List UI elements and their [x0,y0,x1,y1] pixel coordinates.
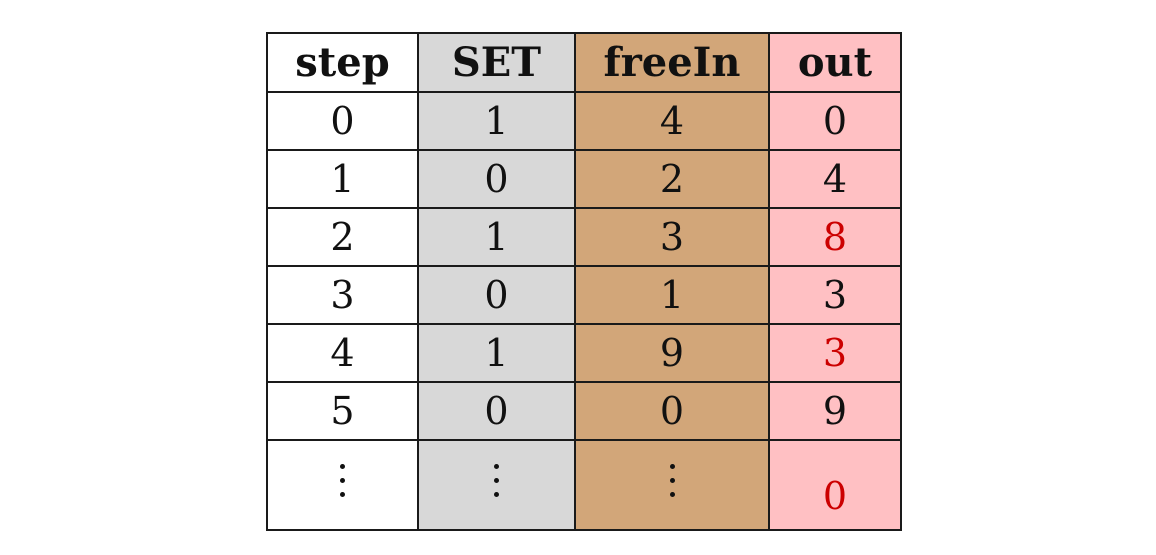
continuation-out-value: 0 [822,474,848,518]
cell-step: 3 [266,265,419,325]
vertical-ellipsis-icon [340,455,345,506]
table-row: 2 1 3 8 [266,207,902,267]
header-set: SET [417,32,576,93]
cell-step: 0 [266,91,419,151]
cell-out-highlighted: 8 [768,207,902,267]
cell-set: 0 [417,381,576,441]
vertical-ellipsis-icon [494,455,499,506]
trace-table: step SET freeIn out 0 1 4 0 1 0 2 4 2 1 … [266,32,902,531]
table-row: 3 0 1 3 [266,265,902,325]
cell-step: 2 [266,207,419,267]
cell-set: 1 [417,91,576,151]
continuation-row: 0 [266,439,902,531]
table-row: 0 1 4 0 [266,91,902,151]
cell-step: 5 [266,381,419,441]
cell-freein: 0 [574,381,770,441]
cell-out: 3 [768,265,902,325]
cell-step: 4 [266,323,419,383]
vdots-set [417,439,576,531]
vertical-ellipsis-icon [669,455,675,506]
cell-out: 9 [768,381,902,441]
cell-freein: 1 [574,265,770,325]
cell-set: 1 [417,323,576,383]
cell-out: 0 [768,91,902,151]
vdots-freein [574,439,770,531]
cell-set: 1 [417,207,576,267]
vdots-step [266,439,419,531]
cell-out: 4 [768,149,902,209]
table-row: 1 0 2 4 [266,149,902,209]
cell-out-highlighted: 3 [768,323,902,383]
table-row: 5 0 0 9 [266,381,902,441]
cell-freein: 4 [574,91,770,151]
header-freein: freeIn [574,32,770,93]
cell-freein: 3 [574,207,770,267]
header-row: step SET freeIn out [266,32,902,93]
header-step: step [266,32,419,93]
cell-set: 0 [417,265,576,325]
table-row: 4 1 9 3 [266,323,902,383]
header-out: out [768,32,902,93]
cell-step: 1 [266,149,419,209]
cell-freein: 2 [574,149,770,209]
cell-out-highlighted: 0 [768,439,902,531]
cell-set: 0 [417,149,576,209]
cell-freein: 9 [574,323,770,383]
